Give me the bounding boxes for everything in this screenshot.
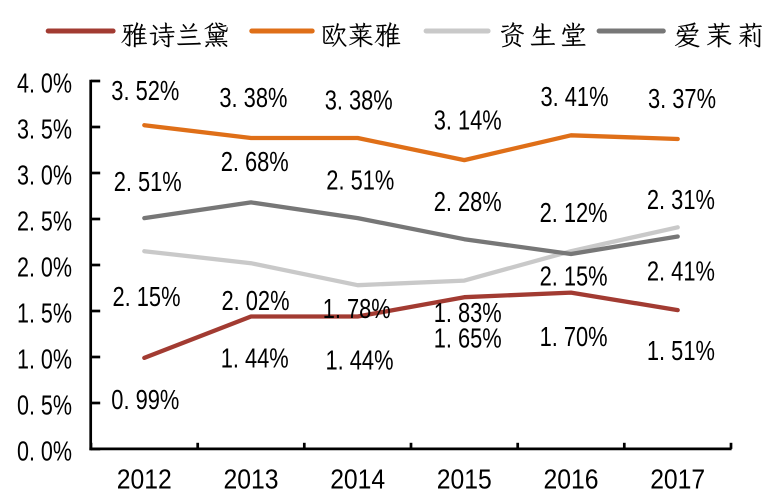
svg-text:2017: 2017 <box>650 464 705 495</box>
svg-text:3. 52%: 3. 52% <box>111 75 179 106</box>
svg-text:2015: 2015 <box>437 464 492 495</box>
svg-text:2016: 2016 <box>544 464 599 495</box>
svg-text:3. 38%: 3. 38% <box>325 85 393 116</box>
svg-text:0. 0%: 0. 0% <box>17 435 72 466</box>
svg-text:2. 41%: 2. 41% <box>647 256 715 287</box>
svg-text:2. 28%: 2. 28% <box>434 186 502 217</box>
svg-text:2013: 2013 <box>224 464 279 495</box>
svg-text:0. 5%: 0. 5% <box>17 389 72 420</box>
svg-text:2. 0%: 2. 0% <box>17 251 72 282</box>
svg-text:2014: 2014 <box>330 464 385 495</box>
svg-text:1. 44%: 1. 44% <box>221 343 289 374</box>
svg-text:1. 44%: 1. 44% <box>326 345 394 376</box>
svg-text:1. 51%: 1. 51% <box>647 335 715 366</box>
svg-text:3. 14%: 3. 14% <box>434 105 502 136</box>
svg-text:3. 37%: 3. 37% <box>648 83 716 114</box>
svg-text:2. 51%: 2. 51% <box>326 164 394 195</box>
svg-text:1. 0%: 1. 0% <box>17 343 72 374</box>
svg-text:4. 0%: 4. 0% <box>17 67 72 98</box>
svg-text:1. 70%: 1. 70% <box>540 321 608 352</box>
svg-text:2. 31%: 2. 31% <box>647 184 715 215</box>
svg-text:3. 38%: 3. 38% <box>219 82 287 113</box>
svg-text:1. 5%: 1. 5% <box>17 297 72 328</box>
svg-text:2. 02%: 2. 02% <box>222 285 290 316</box>
svg-text:1. 78%: 1. 78% <box>323 293 391 324</box>
svg-text:3. 41%: 3. 41% <box>541 81 609 112</box>
svg-text:2. 51%: 2. 51% <box>114 166 182 197</box>
svg-text:2. 15%: 2. 15% <box>540 261 608 292</box>
svg-text:2. 12%: 2. 12% <box>540 197 608 228</box>
svg-text:2. 5%: 2. 5% <box>17 205 72 236</box>
svg-text:2. 15%: 2. 15% <box>113 281 181 312</box>
svg-text:1. 65%: 1. 65% <box>434 323 502 354</box>
svg-text:3. 0%: 3. 0% <box>17 159 72 190</box>
svg-text:2012: 2012 <box>117 464 172 495</box>
svg-text:2. 68%: 2. 68% <box>221 146 289 177</box>
svg-text:3. 5%: 3. 5% <box>17 113 72 144</box>
svg-text:1. 83%: 1. 83% <box>434 297 502 328</box>
svg-text:0. 99%: 0. 99% <box>111 384 179 415</box>
